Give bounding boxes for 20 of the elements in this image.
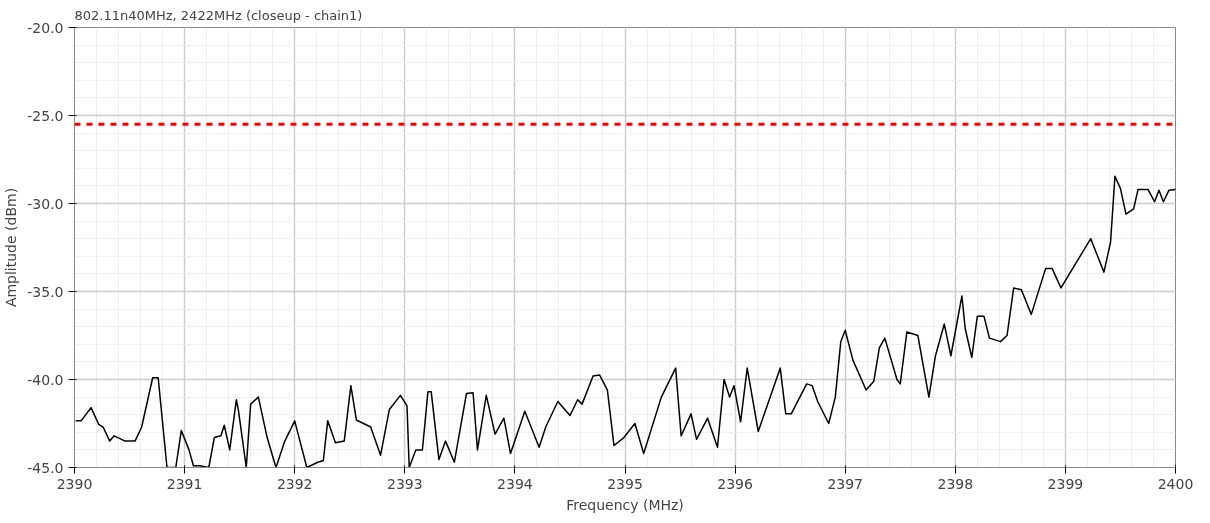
- x-tick-label: 2396: [717, 475, 754, 492]
- x-axis-title: Frequency (MHz): [566, 496, 684, 513]
- x-tick-label: 2400: [1157, 475, 1194, 492]
- y-tick-label: -25.0: [27, 107, 64, 124]
- x-tick-label: 2397: [827, 475, 864, 492]
- x-tick-label: 2394: [497, 475, 533, 492]
- x-tick-label: 2393: [386, 475, 423, 492]
- x-tick-label: 2399: [1047, 475, 1084, 492]
- x-tick-label: 2390: [56, 475, 93, 492]
- y-tick-label: -45.0: [27, 459, 64, 476]
- x-tick-label: 2391: [166, 475, 203, 492]
- y-tick-label: -20.0: [27, 19, 64, 36]
- y-tick-label: -40.0: [27, 371, 64, 388]
- chart-title: 802.11n40MHz, 2422MHz (closeup - chain1): [74, 7, 363, 23]
- y-tick-label: -30.0: [27, 195, 64, 212]
- y-axis-title: Amplitude (dBm): [3, 187, 20, 308]
- x-tick-label: 2392: [276, 475, 313, 492]
- y-tick-label: -35.0: [27, 283, 64, 300]
- x-tick-label: 2398: [937, 475, 974, 492]
- x-tick-label: 2395: [607, 475, 643, 492]
